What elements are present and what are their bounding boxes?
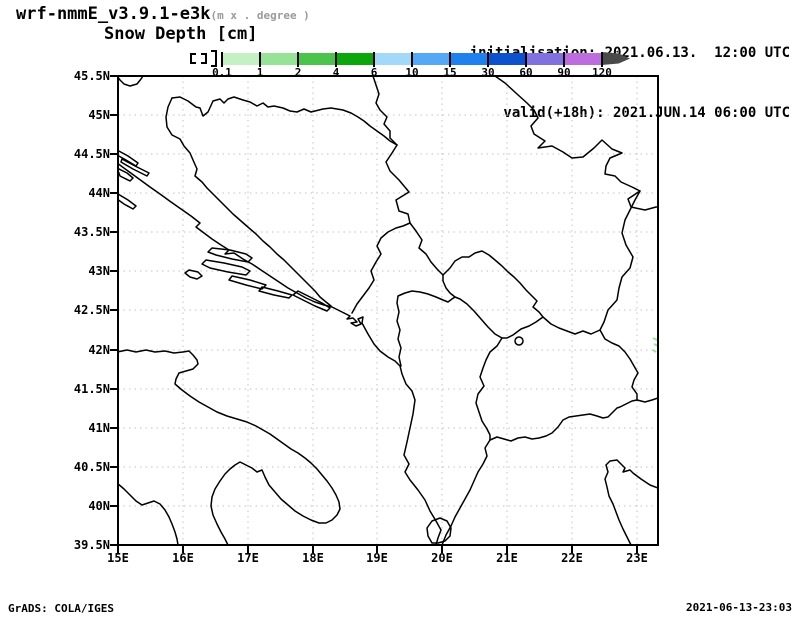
colorbar-below-min-box [190, 53, 207, 64]
colorbar-tick-label: 4 [332, 66, 340, 79]
y-axis-label: 40N [88, 499, 110, 513]
x-axis-label: 22E [561, 551, 583, 565]
colorbar-tick-label: 1 [256, 66, 264, 79]
colorbar-segment [412, 53, 450, 65]
map-frame [117, 75, 659, 546]
x-axis-label: 23E [626, 551, 648, 565]
colorbar-segment [374, 53, 412, 65]
y-axis-label: 42N [88, 343, 110, 357]
colorbar-boundary-tick [449, 52, 451, 67]
colorbar-boundary-tick [411, 52, 413, 67]
colorbar-segment [336, 53, 374, 65]
y-axis-label: 45N [88, 108, 110, 122]
y-axis-label: 44.5N [73, 147, 110, 161]
x-axis-label: 16E [172, 551, 194, 565]
colorbar-boundary-tick [487, 52, 489, 67]
colorbar-segment [260, 53, 298, 65]
colorbar-boundary-tick [601, 52, 603, 67]
valid-time: valid(+18h): 2021.JUN.14 06:00 UTC [503, 105, 790, 121]
colorbar-tick-label: 2 [294, 66, 302, 79]
y-axis-label: 41.5N [73, 382, 110, 396]
model-title-note: (m x . degree ) [210, 9, 310, 22]
x-axis-label: 20E [431, 551, 453, 565]
colorbar-boundary-tick [259, 52, 261, 67]
colorbar-boundary-tick [525, 52, 527, 67]
axis-ticks [110, 75, 638, 553]
colorbar-segment [526, 53, 564, 65]
y-axis-label: 45.5N [73, 69, 110, 83]
x-axis-label: 15E [107, 551, 129, 565]
colorbar-boundary-tick [297, 52, 299, 67]
x-axis-label: 18E [302, 551, 324, 565]
grads-credit: GrADS: COLA/IGES [8, 602, 114, 615]
grid-lines [118, 76, 658, 545]
model-title-text: wrf-nmmE_v3.9.1-e3k [16, 4, 211, 24]
y-axis-label: 43N [88, 264, 110, 278]
y-axis-label: 42.5N [73, 303, 110, 317]
country-borders [118, 76, 658, 545]
y-axis-label: 44N [88, 186, 110, 200]
colorbar-segment [564, 53, 602, 65]
y-axis-label: 40.5N [73, 460, 110, 474]
x-axis-label: 21E [496, 551, 518, 565]
y-axis-label: 43.5N [73, 225, 110, 239]
colorbar-boundary-tick [221, 52, 223, 67]
x-axis-label: 19E [366, 551, 388, 565]
colorbar-tick-label: 6 [370, 66, 378, 79]
colorbar-segment [450, 53, 488, 65]
y-axis-label: 41N [88, 421, 110, 435]
colorbar-segment [298, 53, 336, 65]
x-axis-label: 17E [237, 551, 259, 565]
colorbar-boundary-tick [563, 52, 565, 67]
plot-timestamp: 2021-06-13-23:03 [686, 601, 792, 614]
colorbar-boundary-tick [335, 52, 337, 67]
colorbar-segment [222, 53, 260, 65]
field-title: Snow Depth [cm] [104, 24, 258, 44]
model-title: wrf-nmmE_v3.9.1-e3k(m x . degree ) [16, 4, 310, 24]
colorbar-segment [488, 53, 526, 65]
colorbar-boundary-tick [373, 52, 375, 67]
colorbar-open-bracket-icon [211, 50, 217, 67]
y-axis-label: 39.5N [73, 538, 110, 552]
